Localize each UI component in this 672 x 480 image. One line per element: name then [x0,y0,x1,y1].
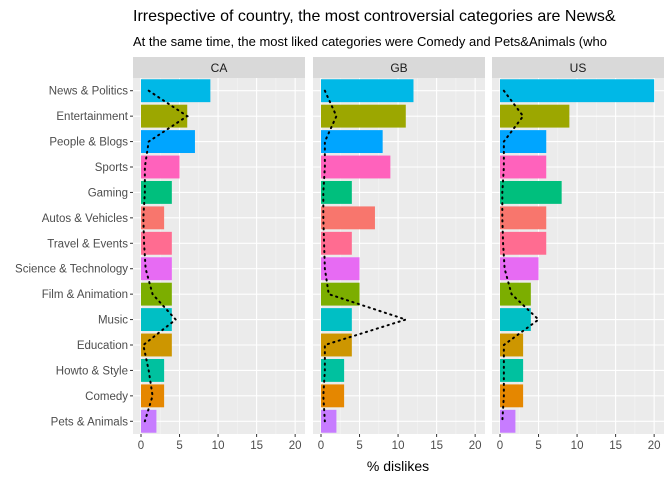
chart-subtitle: At the same time, the most liked categor… [133,34,607,49]
bar [141,282,172,306]
x-tick-label: 5 [535,440,541,452]
x-tick-label: 20 [469,440,482,452]
category-label: Gaming [88,187,128,199]
bar [500,333,524,357]
bar [321,180,352,204]
bar [141,384,165,408]
category-label: Comedy [85,391,128,403]
bar [321,155,391,179]
bar [500,282,531,306]
bar [321,282,360,306]
bar [321,104,406,128]
bar [500,358,524,382]
dotted-trend-line [501,89,541,423]
bar [321,130,383,154]
x-tick-label: 10 [212,440,225,452]
x-tick-label: 10 [571,440,584,452]
bar [500,308,531,332]
bar [321,384,345,408]
x-tick-label: 15 [609,440,622,452]
bar [141,155,180,179]
x-tick-label: 20 [648,440,661,452]
category-label: Howto & Style [56,365,128,377]
x-tick-label: 10 [392,440,405,452]
category-label: News & Politics [49,86,128,98]
bar [141,308,172,332]
dotted-trend-line [322,89,410,423]
bar [321,358,345,382]
facet-panel-ca: CA 0 5 10 15 20 [130,57,305,452]
bar [500,130,547,154]
bar [321,206,375,230]
category-label: Education [77,340,128,352]
x-tick-label: 15 [250,440,263,452]
bar [500,79,655,103]
category-label: Science & Technology [15,264,128,276]
category-label: Entertainment [56,111,128,123]
bar [500,206,547,230]
bar [141,180,172,204]
category-label: Travel & Events [47,238,128,250]
bar [500,257,539,281]
facet-strip [492,57,664,78]
bar [321,231,352,255]
bar [500,384,524,408]
bar [500,409,516,433]
bar [321,257,360,281]
facet-strip-label: CA [211,61,228,75]
facet-panels: CA 0 5 10 15 20 GB 0 5 10 15 20 US 0 5 10 15 20 [130,57,664,452]
x-tick-label: 20 [289,440,302,452]
x-tick-label: 5 [176,440,182,452]
bar [141,206,165,230]
category-label: People & Blogs [49,137,128,149]
facet-strip [313,57,485,78]
category-label: Sports [95,162,128,174]
facet-strip-label: GB [390,61,407,75]
facet-panel-us: US 0 5 10 15 20 [492,57,664,452]
bar [500,231,547,255]
x-tick-label: 15 [430,440,443,452]
bar [321,79,414,103]
x-tick-label: 5 [356,440,362,452]
x-tick-label: 0 [318,440,324,452]
facet-strip-label: US [570,61,587,75]
facet-panel-gb: GB 0 5 10 15 20 [313,57,485,452]
bar [141,358,165,382]
bar [141,104,188,128]
facet-strip [133,57,305,78]
bar [141,130,195,154]
category-labels: News & Politics Entertainment People & Blo… [15,86,129,429]
category-label: Music [98,315,128,327]
dotted-trend-line [142,89,190,423]
chart-title: Irrespective of country, the most contro… [133,8,616,25]
bar [141,79,211,103]
bar [141,333,172,357]
bar [321,409,337,433]
x-tick-label: 0 [497,440,503,452]
bar [141,231,172,255]
category-label: Autos & Vehicles [42,213,129,225]
bar [500,180,562,204]
bar [321,308,352,332]
bar [141,409,157,433]
bar [141,257,172,281]
category-label: Pets & Animals [51,416,129,428]
bar [500,155,547,179]
x-tick-label: 0 [138,440,144,452]
bar [500,104,570,128]
category-label: Film & Animation [42,289,128,301]
x-axis-title: % dislikes [367,458,429,474]
